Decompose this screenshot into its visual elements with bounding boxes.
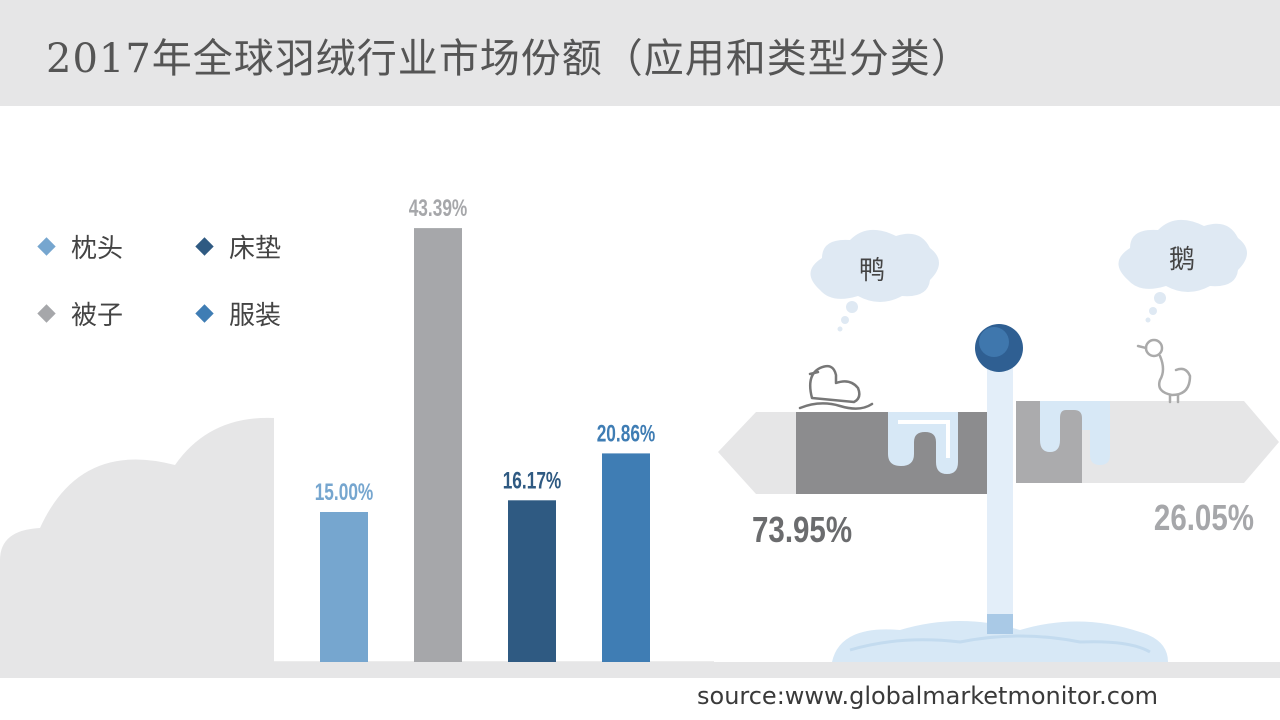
signpost-pole-base <box>987 614 1013 634</box>
source-credit: source:www.globalmarketmonitor.com <box>697 682 1159 710</box>
goose-cloud-label: 鹅 <box>1169 245 1195 275</box>
legend-item-quilt: 被子 <box>37 295 124 332</box>
goose-thought-bubble <box>1145 317 1151 323</box>
bar-value-label-4: 20.86% <box>597 421 656 447</box>
share-bar-group <box>320 228 650 662</box>
signpost-pole <box>987 352 1013 634</box>
duck-percent-label: 73.95% <box>752 509 852 549</box>
share-bar-label-group: 15.00% 43.39% 16.17% 20.86% <box>315 195 656 505</box>
legend-label-apparel: 服装 <box>229 301 282 331</box>
duck-drip-inner <box>898 420 950 458</box>
bar-value-label-2: 43.39% <box>409 195 468 221</box>
duck-thought-bubble <box>846 301 858 313</box>
bar-4 <box>602 453 650 662</box>
duck-cloud-label: 鸭 <box>859 256 885 286</box>
water-puddle <box>832 621 1168 662</box>
bar-2 <box>414 228 462 662</box>
legend-label-pillow: 枕头 <box>71 234 124 264</box>
duck-thought-bubble <box>837 326 843 332</box>
bar-value-label-1: 15.00% <box>315 479 374 505</box>
signpost-knob-highlight <box>979 327 1009 357</box>
goose-percent-label: 26.05% <box>1154 497 1254 537</box>
goose-thought-cloud <box>1118 219 1247 292</box>
bar-value-label-3: 16.17% <box>503 468 562 494</box>
duck-icon <box>798 364 874 410</box>
page-title: 2017年全球羽绒行业市场份额（应用和类型分类） <box>46 36 972 82</box>
water-puddle-highlight <box>849 634 1151 654</box>
duck-drip <box>888 412 958 474</box>
legend-item-apparel: 服装 <box>195 295 282 332</box>
legend-item-mattress: 床垫 <box>195 228 282 265</box>
goose-icon <box>1136 338 1192 404</box>
duck-thought-bubble <box>841 316 849 324</box>
title-banner: 2017年全球羽绒行业市场份额（应用和类型分类） <box>0 0 1280 106</box>
bar-1 <box>320 512 368 662</box>
legend-label-mattress: 床垫 <box>229 234 282 264</box>
goose-drip <box>1040 401 1110 465</box>
legend-item-pillow: 枕头 <box>37 228 124 265</box>
legend-swatch-mattress <box>195 237 214 256</box>
legend-swatch-pillow <box>37 237 56 256</box>
bar-3 <box>508 500 556 662</box>
goose-thought-bubble <box>1154 292 1166 304</box>
bottom-strip <box>0 662 1280 678</box>
legend-swatch-apparel <box>195 304 214 323</box>
legend-swatch-quilt <box>37 304 56 323</box>
cloud-background <box>0 417 275 678</box>
goose-thought-bubble <box>1149 307 1157 315</box>
duck-thought-cloud <box>810 229 939 302</box>
legend-label-quilt: 被子 <box>71 301 124 331</box>
